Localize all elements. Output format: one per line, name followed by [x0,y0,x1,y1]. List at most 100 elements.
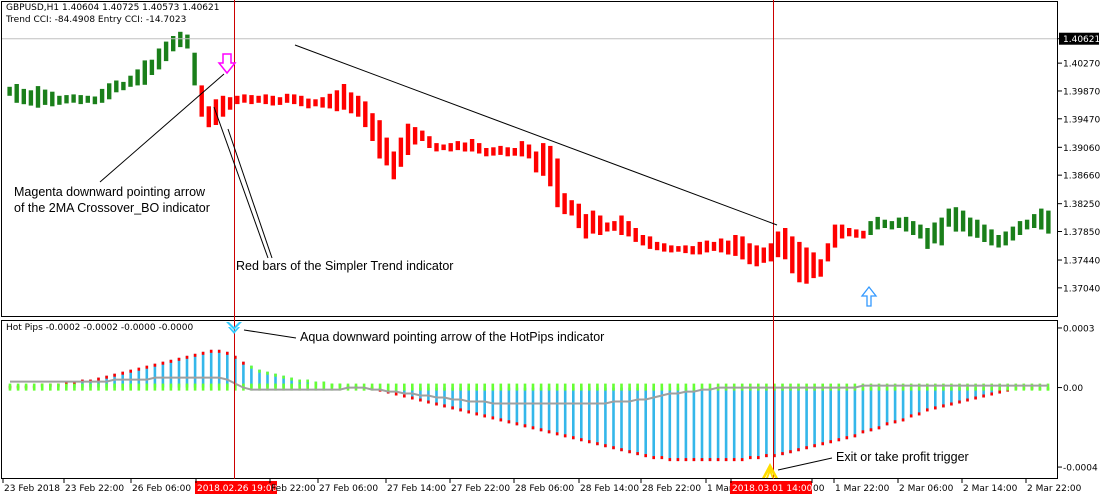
hist-bar [917,387,921,416]
hist-bar [185,355,189,388]
price-bar [612,221,617,231]
price-bar [562,193,567,215]
price-bar [149,59,155,75]
hist-bar [555,387,559,436]
price-bar [14,84,19,103]
hist-bar [821,387,824,446]
price-bar [882,219,887,228]
price-bar [811,252,816,279]
price-bar [512,148,517,156]
price-bar [647,236,653,249]
hist-tip [917,412,921,416]
price-bar [156,48,162,70]
symbol-header: GBPUSD,H1 1.40604 1.40725 1.40573 1.4062… [6,3,220,13]
zero-band [40,383,44,391]
price-bar [398,137,404,167]
hist-tip [845,436,849,440]
hist-bar [853,387,857,438]
price-bar [726,240,731,255]
hist-bar [250,365,253,388]
price-bar [249,95,254,105]
x-tick-label: 2 Mar 06:00 [899,484,954,494]
hist-tip [499,418,503,422]
price-bar [220,95,226,117]
price-bar [683,245,688,254]
price-bar [854,229,859,238]
hist-tip [121,371,124,375]
x-tick-label: 27 Feb 22:00 [451,484,510,494]
price-bar [1032,214,1037,228]
hist-bar [716,387,720,462]
zero-band [1030,383,1034,391]
price-bar [441,144,446,151]
zero-band [427,383,430,391]
zero-band [1022,383,1026,391]
zero-band [209,383,213,391]
zero-band [483,383,486,391]
price-bar [1017,221,1023,235]
hist-tip [177,357,181,361]
hist-bar [789,387,792,454]
hist-tip [419,398,422,402]
hist-tip [926,408,929,412]
zero-band [885,383,889,391]
hist-tip [105,375,108,379]
zero-band [403,383,406,391]
zero-band [1014,383,1018,391]
hist-bar [813,387,816,448]
hist-bar [604,387,607,448]
zero-band [1006,383,1009,391]
main-chart-frame [1,1,1058,317]
price-bar [1024,219,1030,230]
hist-bar [507,387,511,424]
price-bar [128,75,133,87]
price-bar [911,221,916,235]
hist-tip [781,452,784,456]
hist-bar [942,387,945,408]
hist-bar [877,387,881,430]
hist-bar [749,387,752,460]
hist-bar [845,387,849,440]
hist-tip [982,394,985,398]
price-bar [633,228,638,242]
zero-band [370,383,374,391]
price-bar [889,221,895,230]
zero-band [692,383,696,391]
zero-band [201,383,205,391]
price-bar [114,80,119,93]
trend-line [294,44,778,226]
zero-band [877,383,881,391]
hist-tip [749,456,752,460]
price-bar [832,224,838,248]
hist-bar [990,387,993,396]
zero-band [217,383,221,391]
price-bar [946,208,951,227]
hist-bar [684,387,688,462]
price-bar [455,141,460,151]
price-bar [1039,208,1044,230]
zero-band [684,383,688,391]
hist-tip [861,430,865,434]
price-bar [142,60,147,85]
hist-tip [411,396,414,400]
hist-bar [531,387,535,430]
hist-tip [467,410,470,414]
annotation-exit-trigger: Exit or take profit trigger [836,450,969,464]
hist-tip [242,361,245,365]
hist-tip [628,450,631,454]
hist-tip [950,402,953,406]
hist-tip [322,381,326,385]
hist-bar [974,387,977,400]
hist-bar [282,375,285,388]
price-bar [42,89,48,105]
price-bar [804,247,809,284]
price-bar [740,236,745,260]
price-bar [847,228,852,237]
zero-band [137,383,141,391]
x-tick-label: 00 [813,484,825,494]
price-bar [953,207,959,232]
x-tick-label: 2018.02.26 19:00 [197,484,278,494]
hist-tip [507,420,511,424]
hist-bar [266,371,269,388]
